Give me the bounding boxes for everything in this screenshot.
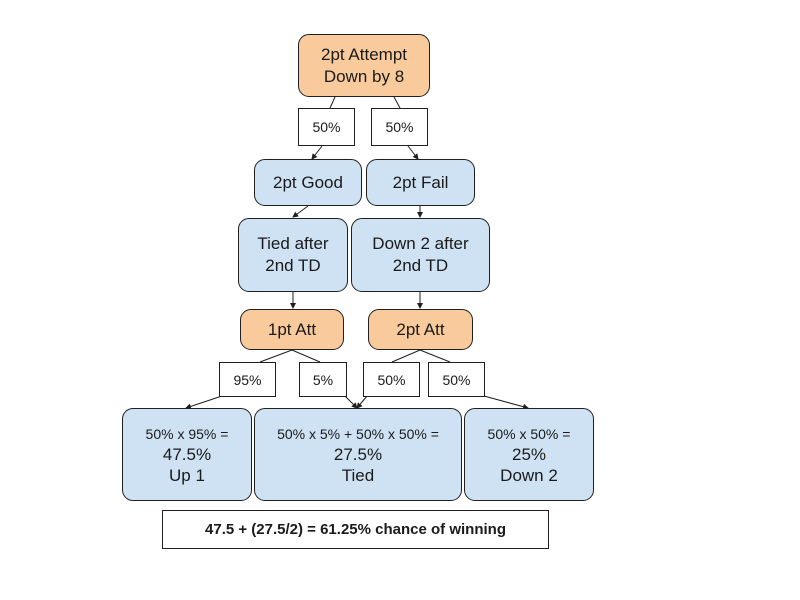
edge-2pt-50b xyxy=(419,349,451,363)
outcome-down2-formula: 50% x 50% = xyxy=(487,425,571,442)
branch-pct-left: 50% xyxy=(298,108,355,146)
outcome-tied-formula: 50% x 5% + 50% x 50% = xyxy=(277,425,439,442)
node-down2-after-td: Down 2 after 2nd TD xyxy=(351,218,490,292)
outcome-down2-label: Down 2 xyxy=(500,465,558,485)
branch-pct-left-label: 50% xyxy=(312,119,341,135)
edge-1pt-95 xyxy=(259,349,293,363)
edge-root-good-a xyxy=(329,96,336,109)
root-line2: Down by 8 xyxy=(323,66,405,86)
root-node: 2pt Attempt Down by 8 xyxy=(298,34,430,97)
outcome-up1: 50% x 95% = 47.5% Up 1 xyxy=(122,408,252,501)
outcome-down2-value: 25% xyxy=(511,444,547,464)
branch-pct-50b: 50% xyxy=(428,362,485,397)
branch-pct-50b-label: 50% xyxy=(442,371,471,388)
node-2pt-fail: 2pt Fail xyxy=(366,159,475,206)
node-1pt-att: 1pt Att xyxy=(240,309,344,350)
outcome-tied-label: Tied xyxy=(341,465,375,485)
outcome-tied-value: 27.5% xyxy=(333,444,383,464)
branch-pct-5-label: 5% xyxy=(312,371,334,388)
node-2pt-good-label: 2pt Good xyxy=(273,172,343,192)
node-2pt-att-label: 2pt Att xyxy=(396,319,445,339)
edge-50b-down2 xyxy=(483,395,529,410)
edge-good-tied xyxy=(292,205,309,218)
outcome-down2: 50% x 50% = 25% Down 2 xyxy=(464,408,594,501)
edge-50a-tied xyxy=(356,395,368,409)
node-2pt-att: 2pt Att xyxy=(368,309,473,350)
edge-root-fail-a xyxy=(393,96,401,109)
outcome-up1-label: Up 1 xyxy=(169,465,205,485)
node-down2-line1: Down 2 after xyxy=(372,234,469,253)
outcome-up1-formula: 50% x 95% = xyxy=(145,425,229,442)
edge-root-good-b xyxy=(311,145,323,160)
branch-pct-50a-label: 50% xyxy=(377,371,406,388)
node-2pt-good: 2pt Good xyxy=(254,159,362,206)
node-tied-line2: 2nd TD xyxy=(265,256,321,275)
branch-pct-5: 5% xyxy=(299,362,347,397)
edge-2pt-50a xyxy=(391,349,421,363)
outcome-tied: 50% x 5% + 50% x 50% = 27.5% Tied xyxy=(254,408,462,501)
outcome-up1-value: 47.5% xyxy=(162,444,212,464)
summary-text: 47.5 + (27.5/2) = 61.25% chance of winni… xyxy=(205,521,506,538)
edge-root-fail-b xyxy=(407,145,419,160)
edge-5-tied xyxy=(344,395,358,409)
branch-pct-right: 50% xyxy=(371,108,428,146)
branch-pct-right-label: 50% xyxy=(385,119,414,135)
root-line1: 2pt Attempt xyxy=(321,44,407,64)
branch-pct-95-label: 95% xyxy=(233,371,262,388)
node-tied-line1: Tied after xyxy=(257,234,329,253)
node-1pt-att-label: 1pt Att xyxy=(267,319,317,339)
edge-1pt-5 xyxy=(291,349,321,363)
branch-pct-50a: 50% xyxy=(363,362,420,397)
node-tied-after-td: Tied after 2nd TD xyxy=(238,218,348,292)
win-probability-summary: 47.5 + (27.5/2) = 61.25% chance of winni… xyxy=(162,510,549,549)
node-down2-line2: 2nd TD xyxy=(392,256,449,275)
node-2pt-fail-label: 2pt Fail xyxy=(392,172,449,192)
edge-95-up1 xyxy=(185,395,223,410)
branch-pct-95: 95% xyxy=(219,362,276,397)
